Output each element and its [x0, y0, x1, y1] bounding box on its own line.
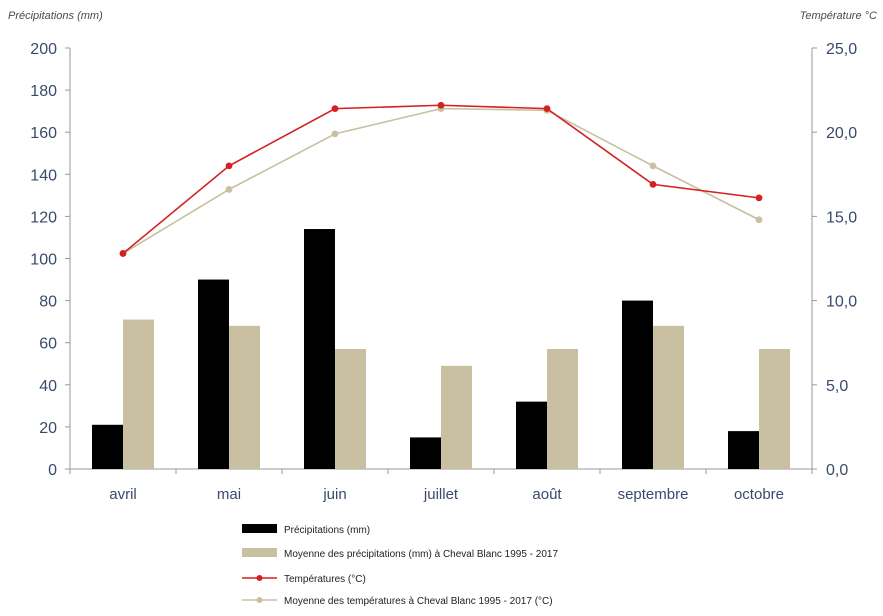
temperature-point	[331, 105, 339, 113]
precipitation-bar	[622, 300, 653, 469]
average-temperature-point	[649, 162, 657, 170]
average-precipitation-bar	[335, 349, 366, 469]
right-tick-label: 5,0	[826, 378, 848, 395]
right-tick-label: 20,0	[826, 125, 857, 142]
left-tick-label: 120	[30, 209, 57, 226]
legend-temperature-label: Températures (°C)	[284, 574, 366, 585]
average-precipitation-bar	[759, 349, 790, 469]
average-precipitation-bar	[123, 319, 154, 469]
legend-temperature-marker	[256, 575, 263, 581]
temperature-point	[649, 181, 657, 188]
right-tick-label: 15,0	[826, 209, 857, 226]
precipitation-bar	[92, 424, 123, 469]
left-tick-label: 20	[39, 420, 57, 437]
x-tick-label: octobre	[734, 486, 784, 503]
legend-precipitation-swatch	[242, 524, 277, 533]
average-precipitation-bar	[229, 325, 260, 469]
left-tick-label: 140	[30, 167, 57, 184]
left-tick-label: 160	[30, 125, 57, 142]
right-tick-label: 25,0	[826, 41, 857, 58]
temperature-point	[225, 162, 233, 170]
temperature-point	[543, 105, 551, 113]
average-temperature-point	[755, 216, 763, 224]
precipitation-bar	[516, 401, 547, 469]
left-tick-label: 0	[48, 462, 57, 479]
legend-average-precipitation-label: Moyenne des précipitations (mm) à Cheval…	[284, 549, 558, 560]
precipitation-bar	[728, 431, 759, 469]
temperature-lines	[119, 101, 763, 257]
average-temperature-point	[225, 186, 233, 193]
average-temperature-line	[122, 107, 760, 255]
left-tick-label: 180	[30, 83, 57, 100]
x-tick-label: mai	[217, 486, 241, 503]
right-axis-title: Température °C	[800, 10, 877, 22]
average-precipitation-bar	[441, 365, 472, 469]
left-tick-label: 60	[39, 336, 57, 353]
legend: Précipitations (mm) Moyenne des précipita…	[242, 524, 558, 607]
legend-precipitation-label: Précipitations (mm)	[284, 525, 370, 536]
x-tick-label: juillet	[423, 486, 459, 503]
temperature-point	[119, 250, 127, 257]
bars	[92, 229, 790, 469]
x-tick-label: avril	[109, 486, 137, 503]
average-temperature-point	[331, 130, 339, 138]
precipitation-bar	[410, 437, 441, 469]
left-tick-label: 80	[39, 294, 57, 311]
temperature-point	[755, 194, 763, 202]
legend-average-precipitation-swatch	[242, 548, 277, 557]
x-tick-label: septembre	[618, 486, 689, 503]
average-precipitation-bar	[653, 325, 684, 469]
precipitation-bar	[304, 229, 335, 469]
left-axis-title: Précipitations (mm)	[8, 10, 103, 22]
legend-average-temperature-label: Moyenne des températures à Cheval Blanc …	[284, 596, 553, 607]
average-precipitation-bar	[547, 349, 578, 469]
x-tick-label: août	[532, 486, 562, 503]
right-tick-label: 10,0	[826, 294, 857, 311]
right-tick-label: 0,0	[826, 462, 848, 479]
x-tick-label: juin	[322, 486, 346, 503]
temperature-line	[122, 104, 760, 255]
left-tick-label: 40	[39, 378, 57, 395]
legend-average-temperature-marker	[256, 597, 263, 603]
precipitation-bar	[198, 279, 229, 469]
axes: 0 20 40 60 80 100 120 140 160 180 200 0,0 5,0 10,0 15,…	[30, 41, 857, 503]
temperature-point	[437, 101, 445, 109]
left-tick-label: 200	[30, 41, 57, 58]
left-tick-label: 100	[30, 252, 57, 269]
